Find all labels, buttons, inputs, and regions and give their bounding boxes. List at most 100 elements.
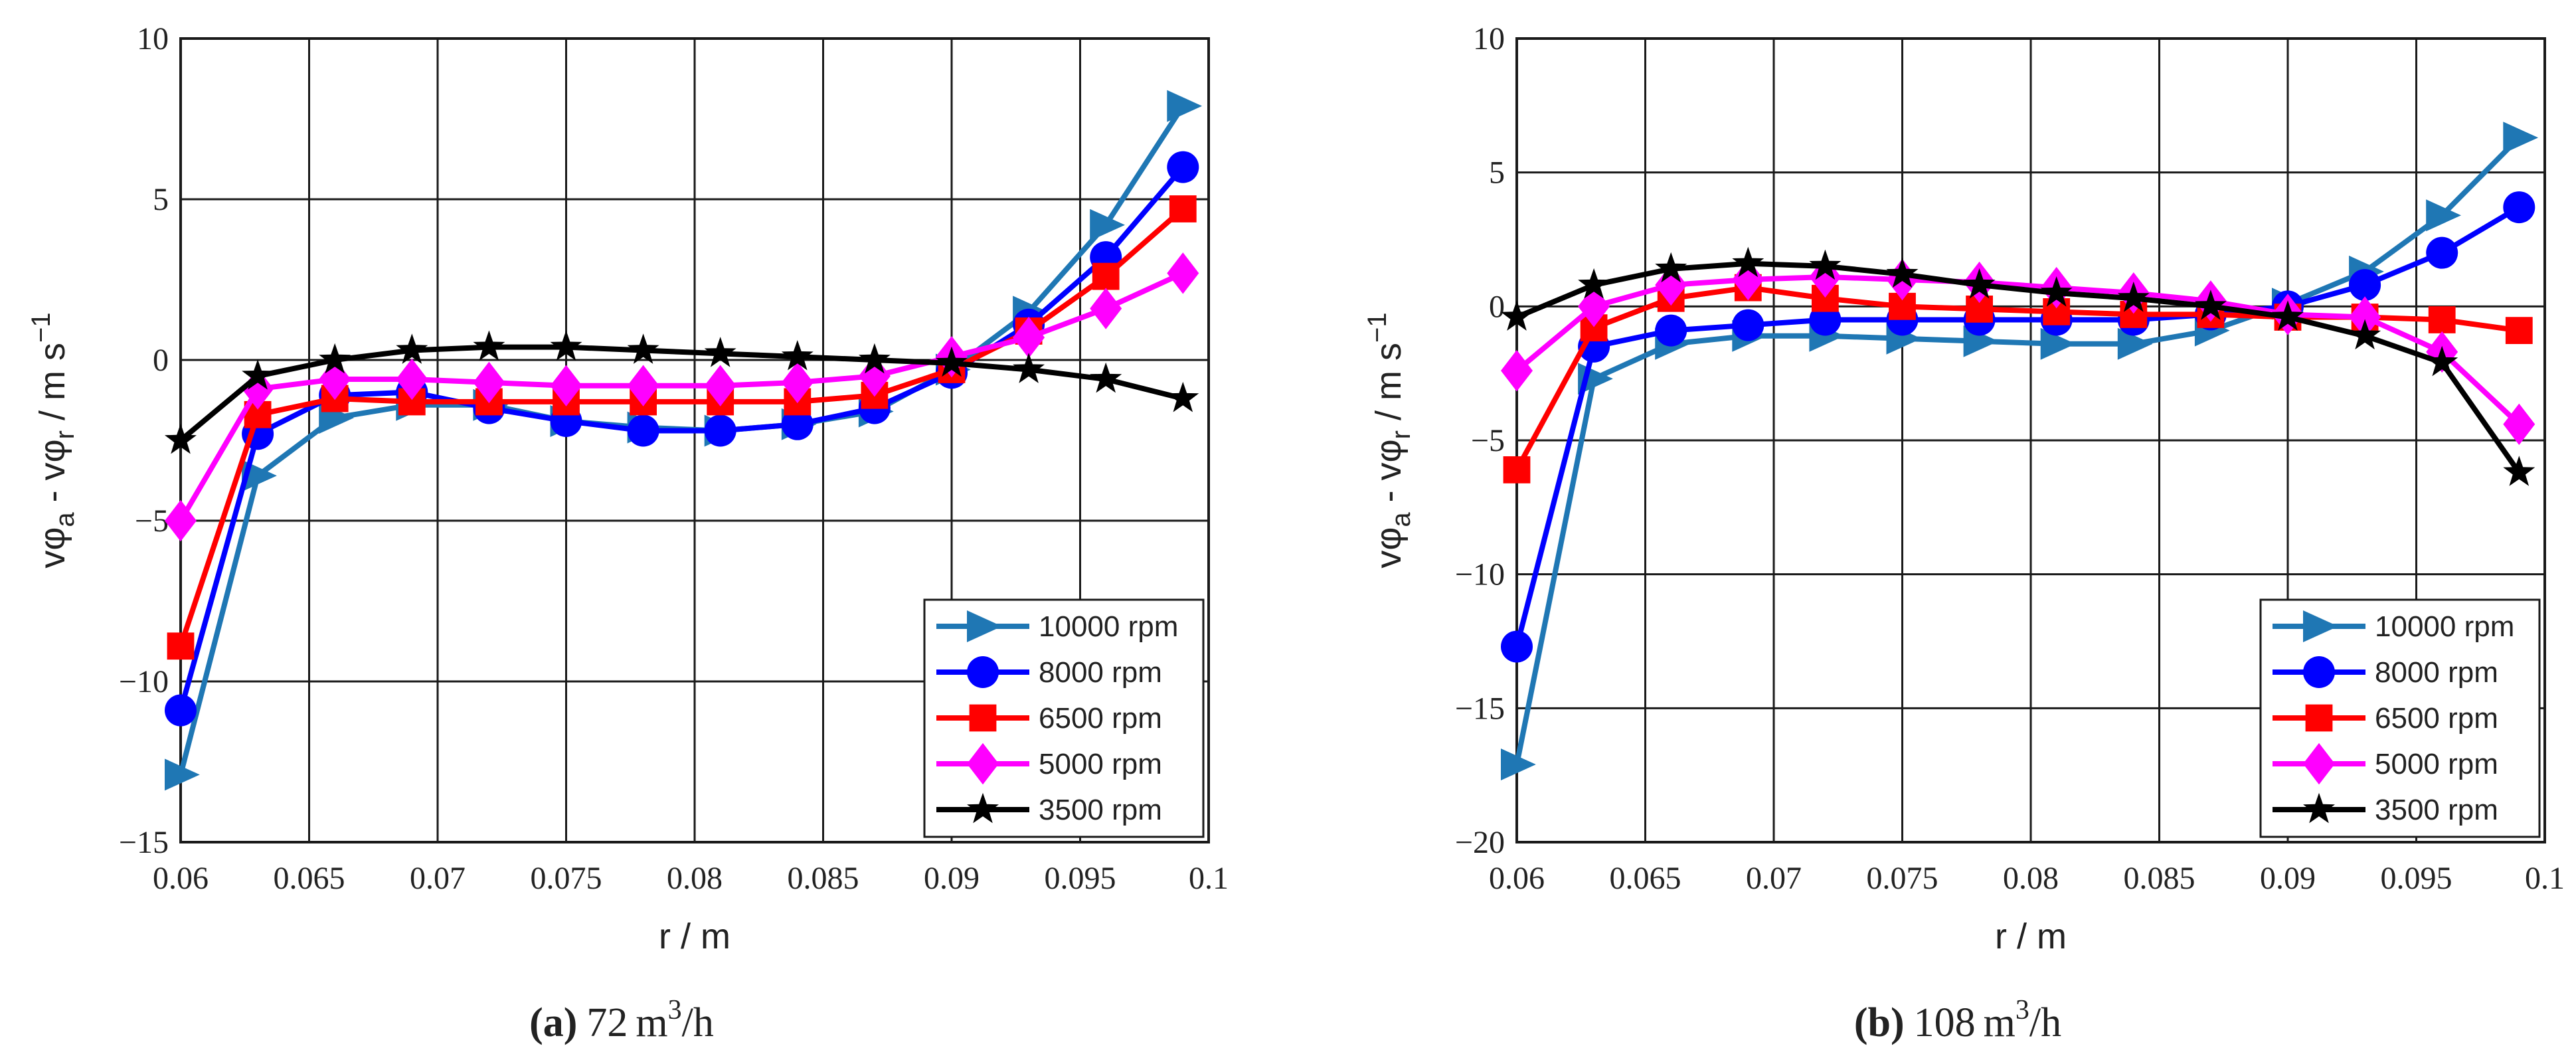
chart-panel-a: 0.06 0.065 0.07 0.075 0.08 0.085 0.09 0.095 0.1 −… bbox=[27, 21, 1229, 1045]
data-point bbox=[396, 358, 428, 400]
caption-letter: (b) bbox=[1854, 1000, 1905, 1045]
data-point bbox=[704, 365, 736, 406]
data-point bbox=[2349, 296, 2381, 338]
data-point bbox=[2428, 306, 2456, 333]
data-point bbox=[165, 423, 197, 454]
legend-item: 10000 rpm bbox=[936, 610, 1178, 643]
y-axis-label-sup: −1 bbox=[27, 312, 56, 343]
data-point bbox=[2503, 403, 2535, 445]
x-tick-label: 0.085 bbox=[2124, 861, 2195, 896]
axes-frame bbox=[1515, 37, 2546, 843]
data-point bbox=[1655, 314, 1687, 347]
data-point bbox=[2194, 290, 2227, 320]
legend-item: 10000 rpm bbox=[2273, 610, 2514, 643]
data-point bbox=[1013, 353, 1045, 383]
x-axis-label: r / m bbox=[659, 917, 730, 956]
data-point bbox=[1167, 90, 1203, 122]
grid bbox=[179, 37, 1210, 843]
legend-label: 5000 rpm bbox=[1039, 748, 1162, 780]
data-point bbox=[2043, 298, 2071, 325]
y-tick-label: −5 bbox=[1471, 423, 1505, 458]
data-point bbox=[1167, 151, 1199, 183]
series-3500-rpm bbox=[165, 330, 1199, 454]
y-tick-label: 5 bbox=[153, 182, 169, 217]
data-point bbox=[1169, 195, 1197, 222]
y-axis-label-sub_r: r bbox=[1387, 430, 1416, 439]
data-point bbox=[1578, 268, 1610, 299]
panel-caption: (a) 72 m3/h bbox=[529, 995, 714, 1045]
data-point bbox=[550, 330, 582, 361]
caption-sup: 3 bbox=[2016, 995, 2029, 1025]
y-tick-label: 10 bbox=[1473, 21, 1505, 56]
legend-marker bbox=[2303, 743, 2335, 785]
data-point bbox=[1886, 257, 1919, 288]
data-point bbox=[1167, 381, 1199, 412]
y-tick-label: −15 bbox=[1455, 691, 1505, 726]
legend: 10000 rpm 8000 rpm 6500 rpm 5000 rpm 3500 rp… bbox=[2259, 598, 2541, 838]
x-tick-label: 0.09 bbox=[924, 861, 980, 896]
legend-label: 3500 rpm bbox=[1039, 794, 1162, 826]
x-tick-label: 0.085 bbox=[788, 861, 859, 896]
y-axis-label-tail: / m s bbox=[1369, 343, 1409, 430]
data-point bbox=[398, 388, 426, 416]
legend-item: 3500 rpm bbox=[936, 792, 1162, 826]
data-point bbox=[1503, 456, 1531, 484]
y-axis-label-sub_a: a bbox=[50, 512, 80, 527]
data-point bbox=[1809, 249, 1842, 280]
legend-label: 5000 rpm bbox=[2375, 748, 2498, 780]
legend-item: 8000 rpm bbox=[2273, 656, 2498, 689]
x-tick-label: 0.08 bbox=[667, 861, 723, 896]
x-tick-label: 0.065 bbox=[274, 861, 345, 896]
caption-letter: (a) bbox=[529, 1000, 577, 1045]
data-point bbox=[1732, 258, 1764, 301]
data-point bbox=[242, 359, 274, 390]
x-tick-label: 0.1 bbox=[2525, 861, 2565, 896]
data-point bbox=[858, 355, 891, 397]
data-point bbox=[165, 758, 200, 791]
data-point bbox=[1090, 288, 1122, 329]
y-axis-label-sub_r: r bbox=[50, 430, 80, 439]
data-point bbox=[704, 337, 736, 367]
data-point bbox=[319, 343, 351, 374]
legend-label: 3500 rpm bbox=[2375, 794, 2498, 826]
data-point bbox=[2040, 276, 2073, 307]
y-tick-label: −5 bbox=[135, 503, 169, 539]
y-tick-label: −20 bbox=[1455, 825, 1505, 860]
data-point bbox=[2503, 456, 2535, 486]
x-tick-label: 0.095 bbox=[1045, 861, 1116, 896]
legend-marker bbox=[2303, 656, 2335, 688]
data-point bbox=[2117, 327, 2153, 360]
data-point bbox=[167, 632, 195, 660]
legend-item: 5000 rpm bbox=[936, 743, 1162, 785]
x-tick-label: 0.07 bbox=[1746, 861, 1802, 896]
caption-per: /h bbox=[682, 1000, 714, 1045]
data-point bbox=[2503, 191, 2535, 224]
panel-caption: (b) 108 m3/h bbox=[1854, 995, 2061, 1045]
caption-unit: m bbox=[1984, 1000, 2016, 1045]
legend-label: 8000 rpm bbox=[1039, 656, 1162, 689]
data-point bbox=[1889, 292, 1916, 320]
x-tick-label: 0.095 bbox=[2381, 861, 2452, 896]
y-axis-label-sub_a: a bbox=[1387, 512, 1416, 527]
data-point bbox=[165, 499, 197, 542]
caption-unit: m bbox=[636, 1000, 667, 1045]
legend-marker bbox=[967, 656, 999, 688]
data-point bbox=[1655, 264, 1687, 306]
y-axis-label: vφa - vφr / m s−1 bbox=[27, 312, 80, 568]
legend-marker bbox=[967, 743, 999, 785]
legend-item: 6500 rpm bbox=[936, 702, 1162, 735]
y-axis-label-main: vφ bbox=[33, 527, 72, 569]
data-point bbox=[396, 333, 428, 364]
data-point bbox=[165, 694, 197, 727]
legend-item: 8000 rpm bbox=[936, 656, 1162, 689]
x-axis-label: r / m bbox=[1995, 917, 2067, 956]
data-point bbox=[1501, 349, 1533, 392]
data-point bbox=[1580, 314, 1608, 341]
y-tick-label: −15 bbox=[119, 825, 169, 860]
data-point bbox=[2349, 269, 2381, 302]
y-axis-label-tail: / m s bbox=[33, 343, 72, 430]
data-point bbox=[1732, 309, 1764, 341]
data-point bbox=[1655, 252, 1687, 283]
chart-panel-b: 0.06 0.065 0.07 0.075 0.08 0.085 0.09 0.095 0.1 −… bbox=[1363, 21, 2565, 1045]
